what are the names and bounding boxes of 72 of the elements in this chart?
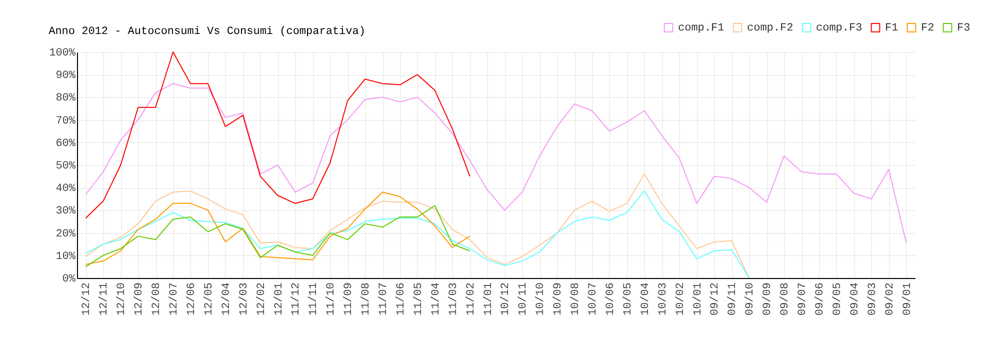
x-tick-label: 12/09 bbox=[134, 282, 146, 316]
y-tick-label: 20% bbox=[56, 228, 76, 240]
x-tick-label: 12/02 bbox=[256, 282, 268, 316]
x-tick-label: 12/03 bbox=[238, 282, 250, 316]
y-tick-label: 90% bbox=[56, 70, 76, 82]
x-tick-label: 09/08 bbox=[780, 282, 792, 316]
y-tick-label: 80% bbox=[56, 92, 76, 105]
x-tick-label: 11/09 bbox=[343, 282, 356, 316]
x-tick-label: 10/04 bbox=[640, 282, 652, 316]
x-tick-label: 11/02 bbox=[465, 282, 478, 316]
x-tick-label: 10/03 bbox=[657, 282, 670, 316]
x-tick-label: 10/01 bbox=[692, 282, 704, 316]
line-series bbox=[85, 190, 750, 278]
y-tick-label: 70% bbox=[56, 115, 76, 128]
x-tick-label: 10/06 bbox=[604, 282, 617, 316]
x-tick-label: 09/11 bbox=[727, 282, 740, 316]
x-tick-label: 12/04 bbox=[220, 282, 233, 316]
x-tick-label: 12/01 bbox=[273, 282, 286, 316]
y-tick-label: 10% bbox=[56, 250, 76, 263]
y-tick-label: 30% bbox=[56, 206, 76, 218]
x-tick-label: 12/11 bbox=[98, 282, 111, 316]
x-tick-label: 09/10 bbox=[744, 282, 757, 316]
y-tick-label: 60% bbox=[56, 138, 76, 150]
legend-label: comp.F2 bbox=[747, 22, 794, 35]
x-tick-label: 09/07 bbox=[797, 282, 810, 316]
legend-label: F3 bbox=[957, 22, 970, 35]
legend-label: comp.F1 bbox=[678, 22, 725, 35]
x-tick-label: 09/02 bbox=[884, 282, 896, 316]
x-tick-label: 09/01 bbox=[902, 282, 914, 316]
legend-label: F1 bbox=[885, 22, 899, 35]
x-tick-label: 10/05 bbox=[622, 282, 634, 316]
line-series bbox=[85, 192, 470, 265]
x-tick-label: 10/11 bbox=[518, 282, 530, 316]
x-tick-label: 11/01 bbox=[482, 282, 495, 316]
x-tick-label: 09/06 bbox=[814, 282, 826, 316]
x-tick-label: 12/06 bbox=[186, 282, 198, 316]
y-tick-label: 0% bbox=[62, 274, 76, 286]
y-tick-label: 40% bbox=[56, 183, 76, 196]
chart-title: Anno 2012 - Autoconsumi Vs Consumi (comparativa) bbox=[48, 26, 366, 38]
x-tick-label: 11/03 bbox=[448, 282, 460, 316]
x-tick-label: 09/05 bbox=[832, 282, 844, 316]
x-tick-label: 10/12 bbox=[500, 282, 512, 316]
x-tick-label: 11/05 bbox=[412, 282, 425, 316]
legend-label: F2 bbox=[921, 22, 934, 35]
x-tick-label: 11/08 bbox=[360, 282, 373, 316]
line-series bbox=[85, 174, 750, 278]
x-tick-label: 11/12 bbox=[290, 282, 303, 316]
x-tick-label: 10/02 bbox=[674, 282, 687, 316]
y-tick-label: 50% bbox=[56, 160, 76, 172]
x-tick-label: 09/03 bbox=[866, 282, 879, 316]
legend-label: comp.F3 bbox=[816, 22, 862, 35]
x-tick-label: 12/10 bbox=[116, 282, 128, 316]
x-tick-label: 11/07 bbox=[378, 282, 390, 316]
x-tick-label: 11/04 bbox=[430, 282, 442, 316]
x-tick-label: 10/08 bbox=[570, 282, 582, 316]
line-series bbox=[85, 83, 907, 244]
x-tick-label: 11/10 bbox=[326, 282, 338, 316]
x-tick-label: 11/11 bbox=[308, 282, 320, 316]
x-tick-label: 12/08 bbox=[151, 282, 164, 316]
x-tick-label: 10/09 bbox=[552, 282, 565, 316]
x-tick-label: 10/10 bbox=[535, 282, 548, 316]
x-tick-label: 09/12 bbox=[710, 282, 722, 316]
x-tick-label: 09/04 bbox=[849, 282, 862, 316]
x-tick-label: 12/07 bbox=[168, 282, 181, 316]
x-tick-label: 10/07 bbox=[588, 282, 600, 316]
y-tick-label: 100% bbox=[49, 48, 76, 60]
x-tick-label: 12/05 bbox=[203, 282, 216, 316]
line-series bbox=[85, 205, 470, 268]
x-tick-label: 12/12 bbox=[81, 282, 94, 316]
x-tick-label: 11/06 bbox=[395, 282, 408, 316]
x-tick-label: 09/09 bbox=[762, 282, 774, 316]
line-series bbox=[85, 52, 470, 219]
